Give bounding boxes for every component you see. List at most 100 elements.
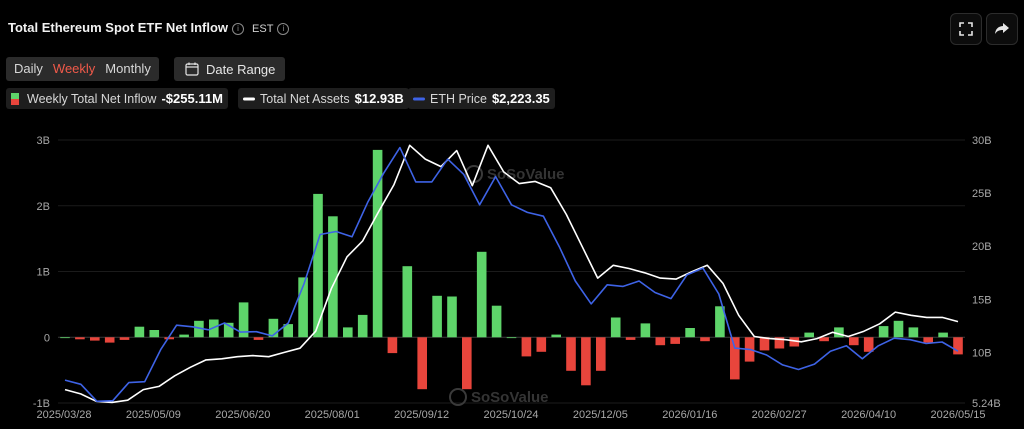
price-legend-value: $2,223.35 (491, 91, 550, 106)
inflow-bar (566, 337, 576, 371)
left-tick-label: 3B (37, 135, 50, 147)
right-tick-label: 30B (972, 135, 992, 147)
inflow-bar (506, 337, 517, 339)
watermark-text: SoSoValue (471, 389, 549, 406)
share-button[interactable] (986, 13, 1018, 45)
inflow-bar (655, 337, 666, 346)
inflow-bar (923, 337, 933, 343)
inflow-bar (194, 320, 204, 338)
x-tick-label: 2026/02/27 (752, 409, 807, 421)
left-tick-label: 1B (37, 267, 50, 279)
left-tick-label: 2B (37, 201, 50, 213)
legend-assets[interactable]: Total Net Assets $12.93B (238, 88, 409, 109)
inflow-bar (328, 216, 338, 338)
inflow-bar (625, 337, 636, 340)
chart-lines (64, 144, 959, 404)
inflow-bar (938, 332, 948, 338)
inflow-bar (491, 305, 502, 338)
inflow-bar (253, 337, 264, 340)
inflow-legend-label: Weekly Total Net Inflow (27, 91, 157, 106)
x-tick-label: 2026/05/15 (930, 409, 985, 421)
inflow-legend-swatch (11, 92, 19, 105)
inflow-legend-value: -$255.11M (161, 91, 223, 106)
inflow-bar (715, 306, 725, 338)
inflow-bar (298, 277, 308, 338)
left-tick-label: -1B (33, 398, 50, 410)
inflow-bar (75, 337, 85, 340)
timezone-label: EST (252, 23, 274, 35)
inflow-bar (283, 324, 293, 338)
inflow-bar (268, 318, 279, 338)
inflow-bar (640, 323, 651, 338)
x-tick-label: 2025/03/28 (36, 409, 91, 421)
assets-legend-value: $12.93B (354, 91, 404, 106)
inflow-bar (789, 337, 800, 347)
eth-price-line (64, 146, 959, 403)
timezone-info-icon[interactable]: i (277, 23, 290, 35)
inflow-bar (343, 327, 353, 338)
inflow-bar (849, 337, 859, 346)
inflow-bar (134, 326, 145, 338)
x-tick-label: 2025/09/12 (394, 409, 449, 421)
inflow-bar (774, 337, 785, 349)
period-weekly[interactable]: Weekly (52, 61, 96, 76)
inflow-bar (387, 337, 398, 354)
x-tick-label: 2025/06/20 (215, 409, 270, 421)
inflow-bars (60, 149, 963, 390)
inflow-bar (878, 326, 889, 338)
right-tick-label: 5.24B (972, 398, 1001, 410)
inflow-bar (863, 337, 874, 352)
inflow-bar (834, 327, 844, 338)
date-range-button[interactable]: Date Range (174, 57, 285, 81)
inflow-bar (893, 320, 904, 338)
watermark-logo (449, 388, 467, 406)
inflow-bar (238, 302, 249, 338)
period-daily[interactable]: Daily (14, 61, 43, 76)
inflow-bar (432, 295, 442, 338)
inflow-bar (670, 337, 680, 344)
date-range-label: Date Range (206, 61, 276, 77)
right-tick-label: 20B (972, 241, 992, 253)
inflow-bar (164, 337, 174, 340)
inflow-bar (357, 314, 368, 338)
x-tick-label: 2025/08/01 (305, 409, 360, 421)
inflow-bar (685, 328, 695, 338)
inflow-bar (417, 337, 427, 390)
inflow-bar (476, 251, 487, 338)
fullscreen-icon (959, 22, 973, 36)
inflow-bar (536, 337, 547, 352)
inflow-bar (447, 296, 457, 338)
inflow-bar (179, 334, 189, 338)
fullscreen-button[interactable] (950, 13, 982, 45)
assets-legend-label: Total Net Assets (260, 91, 350, 106)
total-net-assets-line (64, 144, 959, 404)
inflow-bar (60, 337, 70, 339)
inflow-bar (730, 337, 740, 380)
right-tick-label: 15B (972, 294, 992, 306)
assets-legend-swatch (243, 97, 255, 100)
right-tick-label: 10B (972, 347, 992, 359)
x-tick-label: 2025/05/09 (126, 409, 181, 421)
info-icon[interactable]: i (232, 23, 245, 35)
legend-price[interactable]: ETH Price $2,223.35 (408, 88, 555, 109)
x-tick-label: 2026/01/16 (662, 409, 717, 421)
legend-inflow[interactable]: Weekly Total Net Inflow -$255.11M (6, 88, 228, 109)
inflow-bar (610, 317, 621, 338)
inflow-bar (149, 330, 160, 338)
inflow-bar (953, 337, 963, 355)
inflow-bar (402, 266, 413, 338)
inflow-bar (596, 337, 606, 371)
right-tick-label: 25B (972, 188, 992, 200)
inflow-bar (223, 322, 234, 338)
inflow-bar (551, 334, 561, 338)
watermark-text: SoSoValue (487, 166, 565, 183)
period-monthly[interactable]: Monthly (105, 61, 151, 76)
share-icon (995, 23, 1009, 34)
inflow-bar (119, 337, 130, 340)
left-tick-label: 0 (44, 332, 50, 344)
inflow-bar (581, 337, 591, 386)
price-legend-swatch (413, 97, 425, 100)
chart-title: Total Ethereum Spot ETF Net Inflow i EST i (8, 20, 293, 35)
chart-axes: 3B 2B 1B 0 -1B 30B 25B 20B 15B 10B 5.24B 2025/03/28… (33, 135, 1001, 421)
